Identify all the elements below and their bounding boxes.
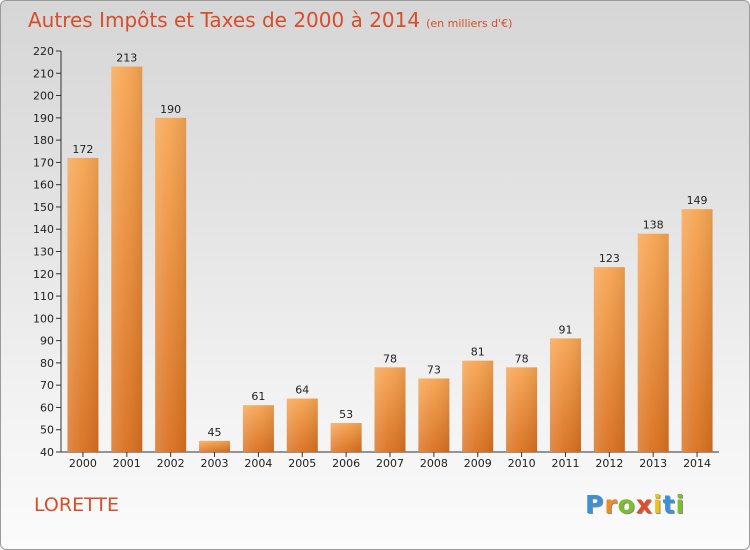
value-label: 91 [558, 323, 572, 336]
x-tick-label: 2003 [201, 457, 229, 470]
value-label: 123 [599, 252, 620, 265]
y-tick-label: 60 [40, 401, 54, 414]
y-tick-label: 90 [40, 335, 54, 348]
logo-letter: P [585, 490, 605, 519]
x-tick-label: 2002 [157, 457, 185, 470]
x-tick-label: 2013 [639, 457, 667, 470]
y-tick-label: 100 [33, 312, 54, 325]
bar-shine [286, 398, 318, 452]
logo-letter: o [617, 490, 636, 519]
x-tick-label: 2014 [683, 457, 711, 470]
bar-shine [199, 440, 231, 452]
value-label: 45 [208, 426, 222, 439]
y-tick-label: 120 [33, 268, 54, 281]
y-tick-label: 80 [40, 357, 54, 370]
value-label: 149 [687, 194, 708, 207]
axes: 40 50 60 70 80 90 100 110 120 130 140 150 160 170 180 1… [33, 45, 719, 470]
value-label: 213 [116, 52, 137, 65]
y-tick-label: 40 [40, 446, 54, 459]
bars: 172 213 190 45 61 64 53 78 73 81 78 91 123 138 149 [67, 52, 713, 452]
value-label: 53 [339, 408, 353, 421]
y-tick-label: 110 [33, 290, 54, 303]
logo-letter: r [604, 490, 618, 519]
y-tick-label: 140 [33, 223, 54, 236]
x-tick-label: 2010 [508, 457, 536, 470]
x-tick-label: 2001 [113, 457, 141, 470]
value-label: 78 [515, 352, 529, 365]
y-tick-label: 50 [40, 424, 54, 437]
y-tick-label: 150 [33, 201, 54, 214]
y-tick-label: 130 [33, 246, 54, 259]
x-tick-label: 2004 [244, 457, 272, 470]
x-tick-label: 2007 [376, 457, 404, 470]
bar-shine [155, 117, 187, 452]
bar-shine [330, 423, 362, 452]
proxiti-logo[interactable]: Proxiti [585, 490, 685, 519]
bar-shine [374, 367, 406, 452]
x-tick-label: 2000 [69, 457, 97, 470]
y-tick-label: 70 [40, 379, 54, 392]
bar-shine [593, 267, 625, 452]
value-label: 64 [295, 384, 309, 397]
commune-name: LORETTE [34, 494, 119, 516]
bar-shine [506, 367, 538, 452]
value-label: 172 [72, 143, 93, 156]
value-label: 138 [643, 219, 664, 232]
logo-letter: t [662, 490, 676, 519]
chart-title-text: Autres Impôts et Taxes de 2000 à 2014 [28, 8, 421, 32]
x-tick-label: 2006 [332, 457, 360, 470]
x-tick-label: 2012 [595, 457, 623, 470]
bar-shine [111, 66, 143, 452]
x-tick-label: 2005 [288, 457, 316, 470]
logo-letter: i [675, 490, 686, 519]
bar-shine [549, 338, 581, 452]
bar-shine [462, 360, 494, 452]
value-label: 73 [427, 363, 441, 376]
y-tick-label: 180 [33, 134, 54, 147]
value-label: 190 [160, 103, 181, 116]
bar-shine [67, 157, 99, 452]
bar-shine [637, 233, 669, 452]
value-label: 61 [251, 390, 265, 403]
y-tick-label: 190 [33, 112, 54, 125]
x-tick-label: 2011 [551, 457, 579, 470]
chart-title: Autres Impôts et Taxes de 2000 à 2014 (en… [28, 8, 512, 32]
value-label: 81 [471, 346, 485, 359]
y-tick-label: 220 [33, 45, 54, 58]
x-tick-label: 2009 [464, 457, 492, 470]
bar-shine [681, 209, 713, 452]
chart-subtitle: (en milliers d'€) [426, 17, 513, 30]
y-tick-label: 170 [33, 156, 54, 169]
bar-shine [418, 378, 450, 452]
y-tick-label: 210 [33, 67, 54, 80]
x-tick-label: 2008 [420, 457, 448, 470]
logo-letter: x [635, 490, 653, 519]
value-label: 78 [383, 352, 397, 365]
logo-letter: i [653, 490, 663, 519]
y-tick-label: 160 [33, 179, 54, 192]
y-tick-label: 200 [33, 90, 54, 103]
bar-shine [242, 405, 274, 452]
